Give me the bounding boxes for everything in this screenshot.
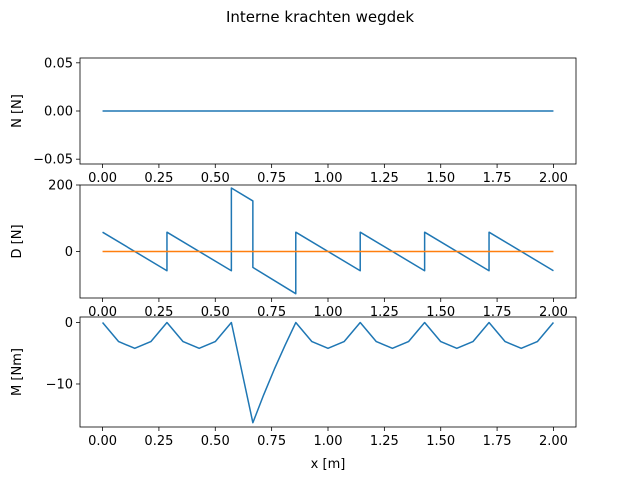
x-tick-label: 1.25: [370, 305, 399, 320]
x-tick-label: 2.00: [539, 305, 568, 320]
x-tick-label: 0.50: [201, 171, 230, 186]
x-tick-label: 0.75: [257, 171, 286, 186]
x-tick-label: 1.50: [426, 434, 455, 449]
x-tick-label: 0.00: [88, 171, 117, 186]
x-tick-label: 0.50: [201, 305, 230, 320]
x-tick-label: 1.00: [314, 305, 343, 320]
x-tick-label: 1.50: [426, 171, 455, 186]
x-tick-label: 0.25: [144, 171, 173, 186]
y-tick-label: −10: [46, 377, 73, 392]
x-tick-label: 1.00: [314, 434, 343, 449]
x-tick-label: 0.75: [257, 305, 286, 320]
y-tick-label: 0.00: [44, 105, 73, 120]
series-line-2-1: [102, 187, 554, 295]
x-tick-label: 0.25: [144, 434, 173, 449]
y-tick-label: 0: [65, 316, 73, 331]
y-tick-label: 200: [48, 179, 73, 194]
axes-container: 0.00 0.25 0.50 0.75 1.00 1.25 1.50 1.75 2.00 −0.0…: [10, 56, 577, 449]
x-tick-label: 1.50: [426, 305, 455, 320]
chart-title: Interne krachten wegdek: [226, 8, 414, 26]
y-axis-label: M [Nm]: [10, 348, 25, 396]
subplot-1: 0.00 0.25 0.50 0.75 1.00 1.25 1.50 1.75 2.00 −0.0…: [10, 56, 577, 186]
x-tick-label: 2.00: [539, 434, 568, 449]
y-axis-label: D [N]: [10, 224, 25, 258]
x-tick-label: 1.75: [483, 171, 512, 186]
plot-frame: [79, 316, 577, 428]
x-tick-label: 1.75: [483, 305, 512, 320]
x-tick-label: 2.00: [539, 171, 568, 186]
x-tick-label: 0.75: [257, 434, 286, 449]
x-tick-label: 1.25: [370, 434, 399, 449]
subplot-3: 0.00 0.25 0.50 0.75 1.00 1.25 1.50 1.75 2.00 −10 0…: [10, 316, 577, 449]
x-tick-label: 0.00: [88, 305, 117, 320]
x-axis-label: x [m]: [311, 457, 346, 472]
y-tick-label: 0.05: [44, 56, 73, 71]
x-tick-label: 1.00: [314, 171, 343, 186]
plot-frame: [79, 184, 577, 299]
y-axis-label: N [N]: [10, 94, 25, 128]
x-tick-label: 0.50: [201, 434, 230, 449]
x-tick-label: 1.25: [370, 171, 399, 186]
x-tick-label: 0.00: [88, 434, 117, 449]
y-tick-label: −0.05: [33, 153, 73, 168]
x-tick-label: 1.75: [483, 434, 512, 449]
y-tick-label: 0: [65, 245, 73, 260]
series-line-3-1: [101, 321, 555, 424]
x-tick-label: 0.25: [144, 305, 173, 320]
subplot-2: 0.00 0.25 0.50 0.75 1.00 1.25 1.50 1.75 2.00 0 200…: [10, 179, 577, 320]
